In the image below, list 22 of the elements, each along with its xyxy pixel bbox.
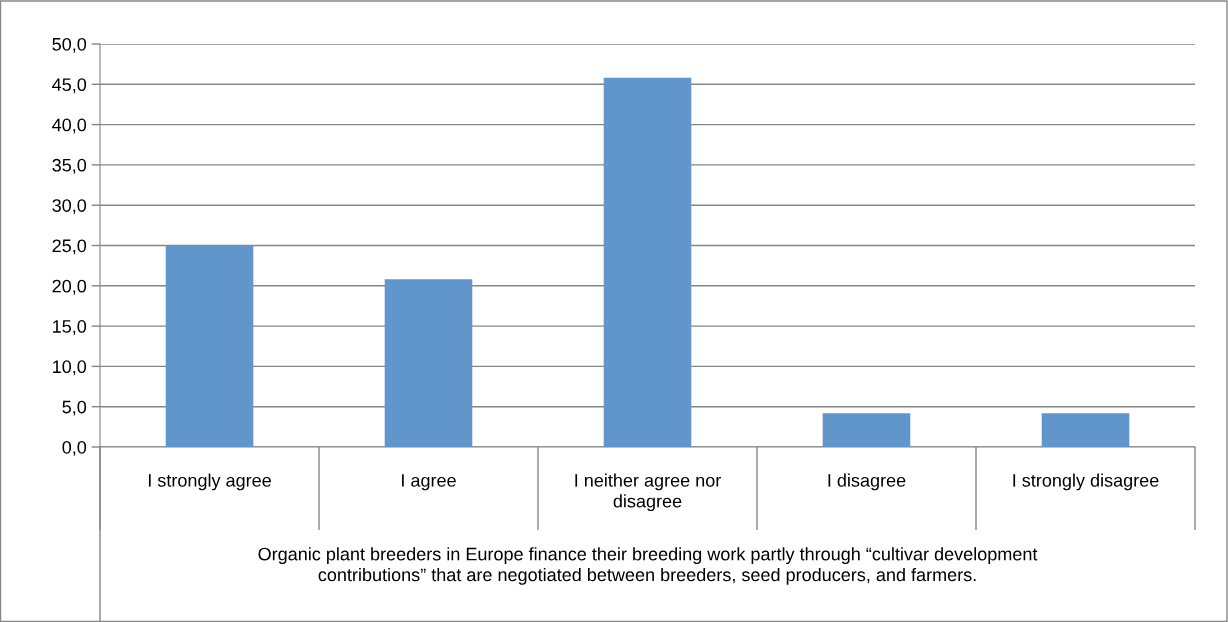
bar [822, 413, 911, 447]
x-axis-title: Organic plant breeders in Europe finance their breeding work partly through “cultivar development contributions” that are negotiated between breeders, seed producers, and farmers. [258, 547, 1038, 585]
y-tick-label: 10,0 [53, 360, 87, 376]
bar [165, 245, 254, 447]
y-tick-label: 45,0 [52, 78, 87, 94]
x-tick-label: I neither agree nor disagree [575, 473, 721, 512]
x-tick-label: I strongly disagree [1013, 473, 1159, 491]
x-tick-label: I strongly agree [148, 473, 271, 491]
y-tick-label: 15,0 [53, 320, 87, 335]
y-tick-label: 0,0 [62, 440, 87, 456]
y-tick-label: 25,0 [52, 239, 87, 255]
y-tick-label: 20,0 [52, 279, 87, 295]
x-tick-label: I agree [402, 474, 456, 491]
y-tick-label: 40,0 [52, 118, 87, 134]
x-tick-label: I disagree [828, 473, 906, 491]
y-tick-label: 5,0 [62, 400, 87, 416]
bar [1041, 413, 1130, 447]
bar [603, 77, 692, 447]
y-tick-label: 35,0 [52, 158, 87, 174]
y-tick-label: 50,0 [52, 37, 87, 53]
bar [384, 279, 473, 447]
y-tick-label: 30,0 [52, 199, 87, 215]
